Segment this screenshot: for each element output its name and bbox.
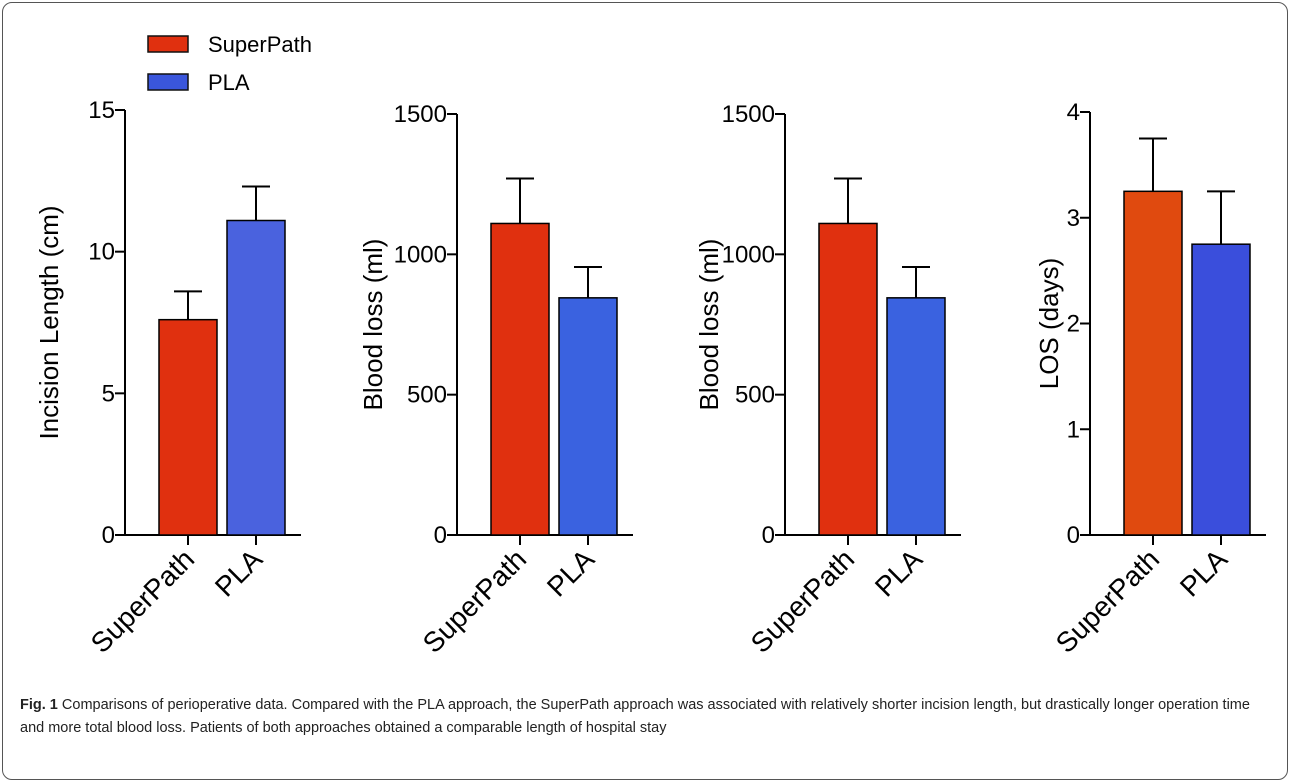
y-tick-label: 1000 (394, 241, 447, 268)
x-tick-label: PLA (1174, 543, 1234, 603)
chart-panel-1: 0 5 10 15 Incision Length (cm) SuperPath PLA (34, 97, 301, 659)
x-tick-label: SuperPath (417, 543, 532, 658)
y-tick-label: 10 (88, 239, 115, 266)
bar-superpath (818, 222, 878, 536)
y-tick-label: 1500 (722, 101, 775, 128)
bar-superpath (1123, 190, 1183, 536)
bar-pla (886, 297, 946, 536)
y-tick-label: 1 (1067, 416, 1080, 443)
y-tick-label: 0 (434, 522, 447, 549)
legend-swatch-1 (147, 73, 189, 91)
y-tick-label: 0 (1067, 522, 1080, 549)
x-tick-label: PLA (869, 543, 929, 603)
legend-swatch-0 (147, 35, 189, 53)
y-tick-label: 0 (102, 522, 115, 549)
y-axis-label: LOS (days) (1034, 258, 1064, 390)
bar-pla (558, 297, 618, 536)
y-axis-label: Incision Length (cm) (34, 205, 64, 439)
chart-panel-4: 0 1 2 3 4 LOS (days) SuperPath PLA (1034, 99, 1266, 659)
bar-pla (226, 219, 286, 536)
figure-caption: Fig. 1 Comparisons of perioperative data… (20, 694, 1276, 740)
legend-label-1: PLA (208, 70, 250, 95)
y-tick-label: 500 (735, 382, 775, 409)
y-tick-label: 15 (88, 97, 115, 124)
x-tick-label: SuperPath (85, 543, 200, 658)
chart-panel-3: 0 500 1000 1500 Blood loss (ml) SuperPath PLA (694, 101, 961, 659)
y-axis-label: Blood loss (ml) (358, 239, 388, 411)
y-tick-label: 4 (1067, 99, 1080, 126)
bar-superpath (158, 318, 218, 536)
caption-text: Comparisons of perioperative data. Compa… (20, 697, 1250, 736)
y-tick-label: 500 (407, 382, 447, 409)
x-tick-label: PLA (541, 543, 601, 603)
x-tick-label: SuperPath (1050, 543, 1165, 658)
x-tick-label: SuperPath (745, 543, 860, 658)
caption-label: Fig. 1 (20, 697, 58, 713)
y-tick-label: 2 (1067, 311, 1080, 338)
legend-label-0: SuperPath (208, 32, 312, 57)
bar-superpath (490, 222, 550, 536)
y-axis-label: Blood loss (ml) (694, 239, 724, 411)
y-tick-label: 0 (762, 522, 775, 549)
x-tick-label: PLA (209, 543, 269, 603)
chart-panel-2: 0 500 1000 1500 Blood loss (ml) SuperPath PLA (358, 101, 633, 659)
y-tick-label: 5 (102, 380, 115, 407)
y-tick-label: 1000 (722, 241, 775, 268)
y-tick-label: 3 (1067, 205, 1080, 232)
bar-pla (1191, 243, 1251, 536)
y-tick-label: 1500 (394, 101, 447, 128)
